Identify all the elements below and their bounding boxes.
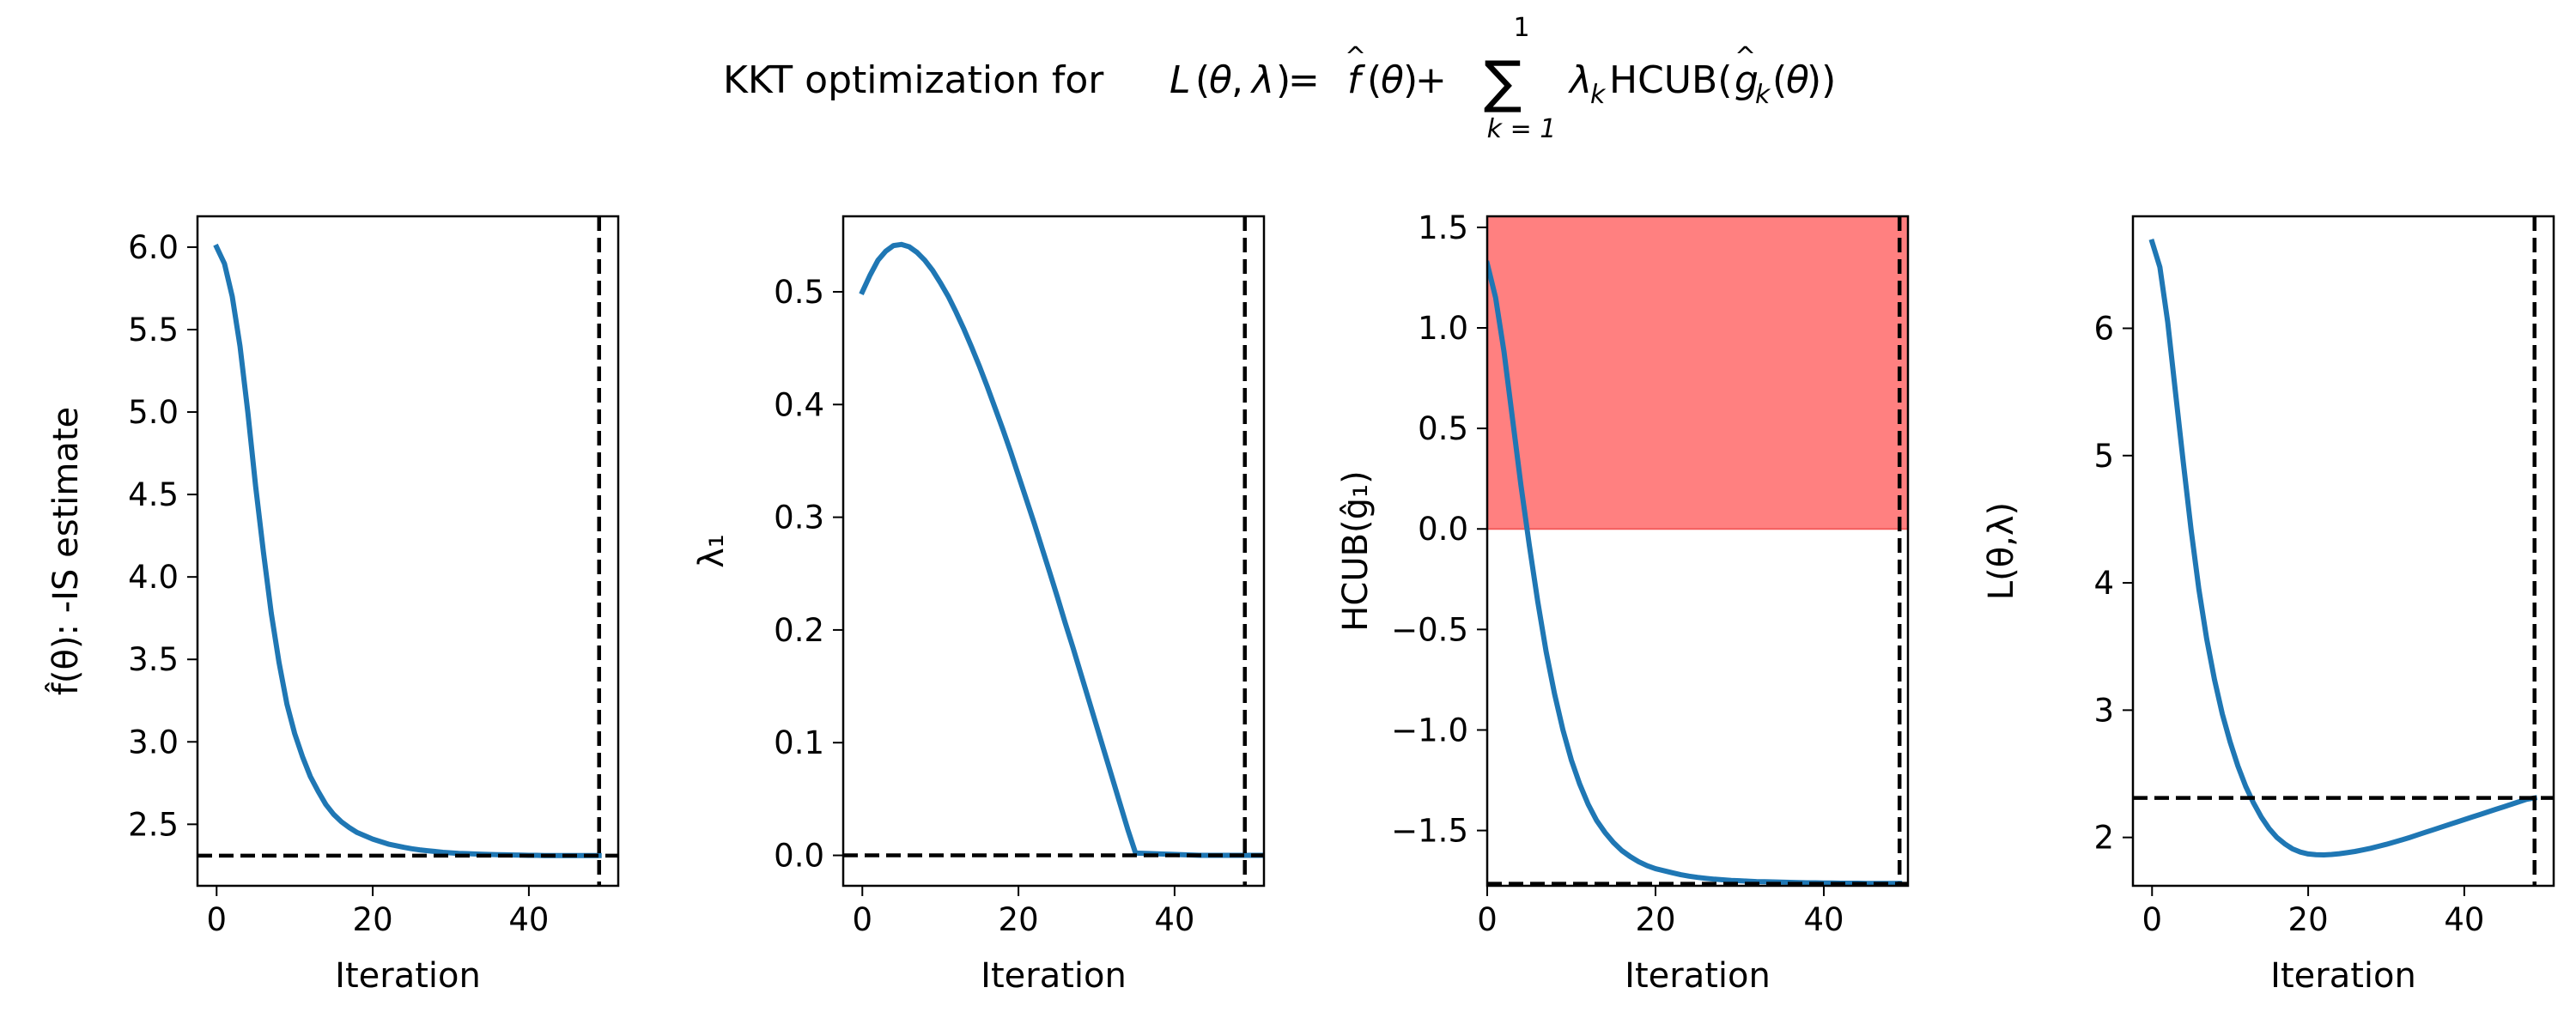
y-axis-label: λ₁: [692, 534, 732, 568]
y-tick-label: 3.5: [128, 641, 179, 678]
x-tick-label: 40: [1154, 901, 1194, 938]
y-tick-label: 0.4: [774, 386, 824, 423]
y-tick-label: 5: [2093, 438, 2114, 475]
y-tick-label: 2.5: [128, 806, 179, 843]
x-tick-label: 20: [2288, 901, 2329, 938]
title-lambda-k: λ: [1568, 58, 1592, 102]
x-tick-label: 0: [852, 901, 872, 938]
x-tick-label: 0: [2142, 901, 2162, 938]
title-L: L: [1170, 58, 1191, 102]
title-lambda: λ: [1250, 58, 1274, 102]
title-equals: =: [1288, 58, 1320, 102]
y-tick-label: 6: [2093, 310, 2114, 347]
plot-area: [843, 216, 1264, 886]
title-f-paren-open: (: [1367, 58, 1382, 102]
y-tick-label: 0.5: [1418, 410, 1468, 447]
title-paren-close: ): [1276, 58, 1291, 102]
y-tick-label: 3: [2093, 692, 2114, 729]
x-tick-label: 20: [999, 901, 1039, 938]
x-axis-label: Iteration: [1625, 956, 1771, 996]
subplot-hcub: 0 20 40 −1.5 −1.0 −0.5 0.0 0.5 1.0 1.5 Iteration HC…: [1336, 209, 1910, 996]
x-tick-label: 0: [1477, 901, 1498, 938]
title-end: )): [1807, 58, 1836, 102]
x-tick-label: 40: [508, 901, 549, 938]
y-tick-label: 0.0: [1418, 511, 1468, 548]
title-comma: ,: [1231, 58, 1243, 102]
y-tick-label: −1.0: [1391, 712, 1468, 748]
subplot-objective: 0 20 40 2.5 3.0 3.5 4.0 4.5 5.0 5.5 6.0 Iteration f̂…: [45, 215, 620, 996]
y-tick-label: 2: [2093, 820, 2114, 857]
figure-title: KKT optimization for L ( θ , λ ) = f ^ (…: [723, 13, 1836, 144]
title-lambda-sub: k: [1590, 80, 1607, 110]
axes-frame: [196, 215, 620, 888]
y-tick-label: 1.5: [1418, 209, 1468, 246]
title-paren-open: (: [1195, 58, 1210, 102]
x-tick-label: 20: [1635, 901, 1675, 938]
plot-area: [2133, 216, 2554, 886]
subplot-lambda: 0 20 40 0.0 0.1 0.2 0.3 0.4 0.5 Iteration λ₁: [692, 215, 1266, 996]
title-g-paren-open: (: [1772, 58, 1787, 102]
title-g-sub: k: [1755, 80, 1771, 110]
title-g-theta: θ: [1786, 58, 1809, 102]
y-tick-label: 3.0: [128, 724, 179, 760]
axes-frame: [841, 215, 1266, 888]
infeasible-region: [1487, 216, 1908, 530]
title-sum-lower: k = 1: [1487, 114, 1557, 144]
title-g: g: [1735, 58, 1759, 102]
y-tick-label: 0.1: [774, 724, 824, 761]
y-tick-label: 0.0: [774, 838, 824, 875]
title-f-hat: ^: [1345, 42, 1366, 72]
title-sum-upper: 1: [1513, 13, 1529, 43]
y-tick-label: 0.2: [774, 612, 824, 649]
y-tick-label: 6.0: [128, 229, 179, 266]
series-line: [213, 243, 602, 858]
y-tick-label: 4.5: [128, 476, 179, 513]
y-tick-label: 1.0: [1418, 310, 1468, 347]
x-tick-label: 40: [1803, 901, 1844, 938]
title-theta: θ: [1209, 58, 1232, 102]
y-tick-label: 5.0: [128, 394, 179, 431]
title-g-hat: ^: [1735, 42, 1756, 72]
title-plus: +: [1415, 58, 1447, 102]
y-axis-label: f̂(θ): -IS estimate: [45, 407, 86, 695]
y-axis-label: HCUB(ĝ₁): [1336, 470, 1376, 631]
y-tick-label: 4: [2093, 565, 2114, 602]
x-axis-label: Iteration: [335, 956, 481, 996]
plot-area: [197, 216, 618, 886]
y-tick-label: 5.5: [128, 312, 179, 348]
x-tick-label: 20: [353, 901, 393, 938]
y-tick-label: 4.0: [128, 559, 179, 596]
y-axis-label: L(θ,λ): [1982, 502, 2021, 600]
x-axis-label: Iteration: [981, 956, 1127, 996]
series-line: [2148, 238, 2538, 857]
x-tick-label: 0: [206, 901, 227, 938]
y-tick-label: 0.3: [774, 500, 824, 536]
title-prefix: KKT optimization for: [723, 58, 1104, 102]
subplot-lagrangian: 0 20 40 2 3 4 5 6 Iteration L(θ,λ): [1982, 215, 2555, 996]
x-axis-label: Iteration: [2270, 956, 2416, 996]
axes-frame: [1485, 215, 1910, 888]
y-tick-label: 0.5: [774, 274, 824, 311]
title-f-theta: θ: [1381, 58, 1404, 102]
title-hcub: HCUB(: [1609, 58, 1732, 102]
plot-area: [1487, 216, 1908, 886]
y-tick-label: −0.5: [1391, 611, 1468, 648]
title-sum: ∑: [1484, 49, 1522, 115]
x-tick-label: 40: [2444, 901, 2484, 938]
y-tick-label: −1.5: [1391, 813, 1468, 850]
axes-frame: [2131, 215, 2555, 888]
title-f-paren-close: ): [1403, 58, 1418, 102]
